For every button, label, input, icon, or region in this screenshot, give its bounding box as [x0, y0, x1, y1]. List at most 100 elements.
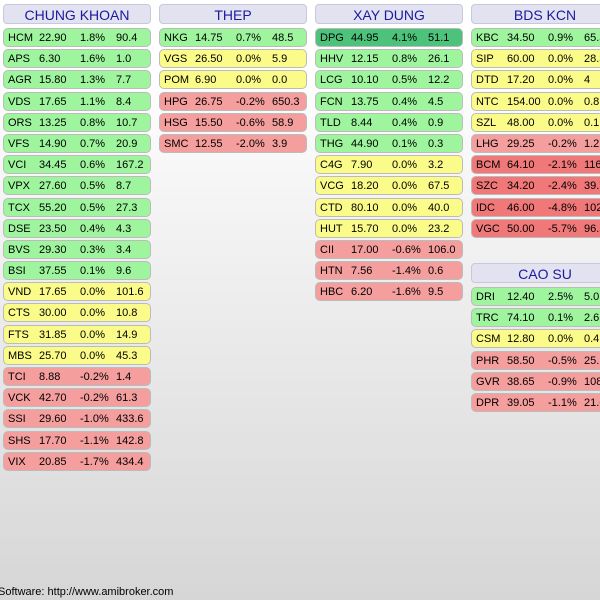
stock-row[interactable]: VCG 18.20 0.0% 67.5: [315, 176, 463, 196]
stock-row[interactable]: HHV 12.15 0.8% 26.1: [315, 49, 463, 69]
stock-volume: 650.3: [272, 95, 300, 108]
stock-row[interactable]: TRC 74.10 0.1% 2.6: [471, 308, 600, 328]
stock-row[interactable]: SSI 29.60 -1.0% 433.6: [3, 409, 151, 429]
stock-row[interactable]: CTS 30.00 0.0% 10.8: [3, 303, 151, 323]
stock-row[interactable]: ORS 13.25 0.8% 10.7: [3, 112, 151, 132]
stock-row[interactable]: SMC 12.55 -2.0% 3.9: [159, 133, 307, 153]
stock-volume: 433.6: [116, 413, 144, 426]
stock-change-pct: 0.4%: [80, 222, 106, 235]
stock-volume: 51.1: [428, 32, 450, 44]
stock-row[interactable]: BCM 64.10 -2.1% 116: [471, 155, 600, 175]
stock-row[interactable]: HPG 26.75 -0.2% 650.3: [159, 91, 307, 111]
stock-symbol: C4G: [320, 159, 343, 172]
stock-row[interactable]: SZC 34.20 -2.4% 39.7: [471, 176, 600, 196]
stock-row[interactable]: HTN 7.56 -1.4% 0.6: [315, 261, 463, 281]
stock-row[interactable]: IDC 46.00 -4.8% 102: [471, 197, 600, 217]
stock-row[interactable]: DSE 23.50 0.4% 4.3: [3, 218, 151, 238]
stock-row[interactable]: HBC 6.20 -1.6% 9.5: [315, 282, 463, 302]
stock-row[interactable]: SZL 48.00 0.0% 0.1: [471, 112, 600, 132]
stock-volume: 65.3: [584, 32, 600, 44]
stock-price: 8.88: [39, 371, 61, 383]
stock-change-pct: 0.4%: [392, 116, 418, 129]
stock-row[interactable]: LCG 10.10 0.5% 12.2: [315, 70, 463, 90]
stock-row[interactable]: DRI 12.40 2.5% 5.0: [471, 287, 600, 306]
stock-row[interactable]: CII 17.00 -0.6% 106.0: [315, 239, 463, 259]
stock-row[interactable]: VIX 20.85 -1.7% 434.4: [3, 451, 151, 471]
stock-price: 29.30: [39, 243, 67, 256]
stock-row[interactable]: VPX 27.60 0.5% 8.7: [3, 176, 151, 196]
stock-row[interactable]: PHR 58.50 -0.5% 25.1: [471, 350, 600, 370]
stock-volume: 7.7: [116, 74, 132, 87]
stock-price: 37.55: [39, 265, 67, 278]
stock-row[interactable]: AGR 15.80 1.3% 7.7: [3, 70, 151, 90]
stock-change-pct: 0.0%: [548, 333, 574, 346]
stock-row[interactable]: VND 17.65 0.0% 101.6: [3, 282, 151, 302]
sector-header: CHUNG KHOAN: [3, 4, 151, 24]
stock-row[interactable]: SIP 60.00 0.0% 28.3: [471, 49, 600, 69]
stock-change-pct: -0.5%: [548, 354, 577, 367]
stock-row[interactable]: VFS 14.90 0.7% 20.9: [3, 133, 151, 153]
stock-price: 64.10: [507, 159, 535, 172]
stock-row[interactable]: THG 44.90 0.1% 0.3: [315, 133, 463, 153]
stock-row[interactable]: TCI 8.88 -0.2% 1.4: [3, 367, 151, 386]
stock-row[interactable]: C4G 7.90 0.0% 3.2: [315, 155, 463, 175]
stock-row[interactable]: DTD 17.20 0.0% 4: [471, 70, 600, 90]
stock-row[interactable]: VCK 42.70 -0.2% 61.3: [3, 388, 151, 408]
stock-row[interactable]: BVS 29.30 0.3% 3.4: [3, 239, 151, 259]
stock-volume: 1.2: [584, 137, 600, 150]
stock-change-pct: 0.5%: [392, 74, 418, 87]
stock-row[interactable]: DPR 39.05 -1.1% 21.6: [471, 392, 600, 412]
sector-column-cao-su: CAO SU DRI 12.40 2.5% 5.0 TRC 74.10 0.1% 2.6 CSM 1…: [471, 263, 600, 414]
stock-row[interactable]: VCI 34.45 0.6% 167.2: [3, 155, 151, 175]
stock-symbol: DRI: [476, 291, 495, 303]
stock-symbol: HBC: [320, 286, 344, 299]
stock-row[interactable]: GVR 38.65 -0.9% 108: [471, 371, 600, 391]
stock-price: 46.00: [507, 201, 535, 214]
stock-change-pct: 0.0%: [80, 307, 106, 320]
stock-row[interactable]: CTD 80.10 0.0% 40.0: [315, 197, 463, 217]
stock-row[interactable]: HUT 15.70 0.0% 23.2: [315, 218, 463, 238]
stock-symbol: FTS: [8, 328, 29, 341]
stock-change-pct: 0.1%: [548, 312, 574, 325]
stock-row[interactable]: VGS 26.50 0.0% 5.9: [159, 49, 307, 69]
stock-row[interactable]: LHG 29.25 -0.2% 1.2: [471, 133, 600, 153]
stock-change-pct: 1.8%: [80, 32, 106, 44]
stock-price: 25.70: [39, 349, 67, 362]
stock-symbol: VGS: [164, 53, 188, 66]
stock-row[interactable]: MBS 25.70 0.0% 45.3: [3, 345, 151, 365]
stock-change-pct: -4.8%: [548, 201, 577, 214]
stock-row[interactable]: HSG 15.50 -0.6% 58.9: [159, 112, 307, 132]
stock-volume: 26.1: [428, 53, 450, 66]
stock-change-pct: 0.9%: [548, 32, 574, 44]
stock-row[interactable]: VDS 17.65 1.1% 8.4: [3, 91, 151, 111]
stock-volume: 12.2: [428, 74, 450, 87]
stock-row[interactable]: POM 6.90 0.0% 0.0: [159, 70, 307, 90]
stock-row[interactable]: NKG 14.75 0.7% 48.5: [159, 28, 307, 47]
stock-change-pct: 0.0%: [392, 222, 418, 235]
stock-row[interactable]: SHS 17.70 -1.1% 142.8: [3, 430, 151, 450]
stock-change-pct: -2.4%: [548, 180, 577, 193]
stock-change-pct: -1.1%: [80, 434, 109, 447]
stock-row[interactable]: BSI 37.55 0.1% 9.6: [3, 261, 151, 281]
stock-row[interactable]: FCN 13.75 0.4% 4.5: [315, 91, 463, 111]
stock-volume: 108: [584, 375, 600, 388]
stock-row[interactable]: KBC 34.50 0.9% 65.3: [471, 28, 600, 47]
stock-volume: 27.3: [116, 201, 138, 214]
stock-row[interactable]: NTC 154.00 0.0% 0.8: [471, 91, 600, 111]
stock-row[interactable]: VGC 50.00 -5.7% 96.5: [471, 218, 600, 238]
stock-volume: 58.9: [272, 116, 294, 129]
stock-row[interactable]: APS 6.30 1.6% 1.0: [3, 49, 151, 69]
stock-change-pct: 0.5%: [80, 180, 106, 193]
stock-change-pct: -1.0%: [80, 413, 109, 426]
stock-volume: 116: [584, 159, 600, 172]
stock-row[interactable]: HCM 22.90 1.8% 90.4: [3, 28, 151, 47]
stock-row[interactable]: FTS 31.85 0.0% 14.9: [3, 324, 151, 344]
stock-price: 17.00: [351, 243, 379, 256]
stock-row[interactable]: DPG 44.95 4.1% 51.1: [315, 28, 463, 47]
stock-symbol: BCM: [476, 159, 501, 172]
stock-row[interactable]: TCX 55.20 0.5% 27.3: [3, 197, 151, 217]
stock-row[interactable]: TLD 8.44 0.4% 0.9: [315, 112, 463, 132]
stock-symbol: VND: [8, 286, 32, 299]
stock-row[interactable]: CSM 12.80 0.0% 0.4: [471, 329, 600, 349]
stock-change-pct: -0.6%: [236, 116, 265, 129]
